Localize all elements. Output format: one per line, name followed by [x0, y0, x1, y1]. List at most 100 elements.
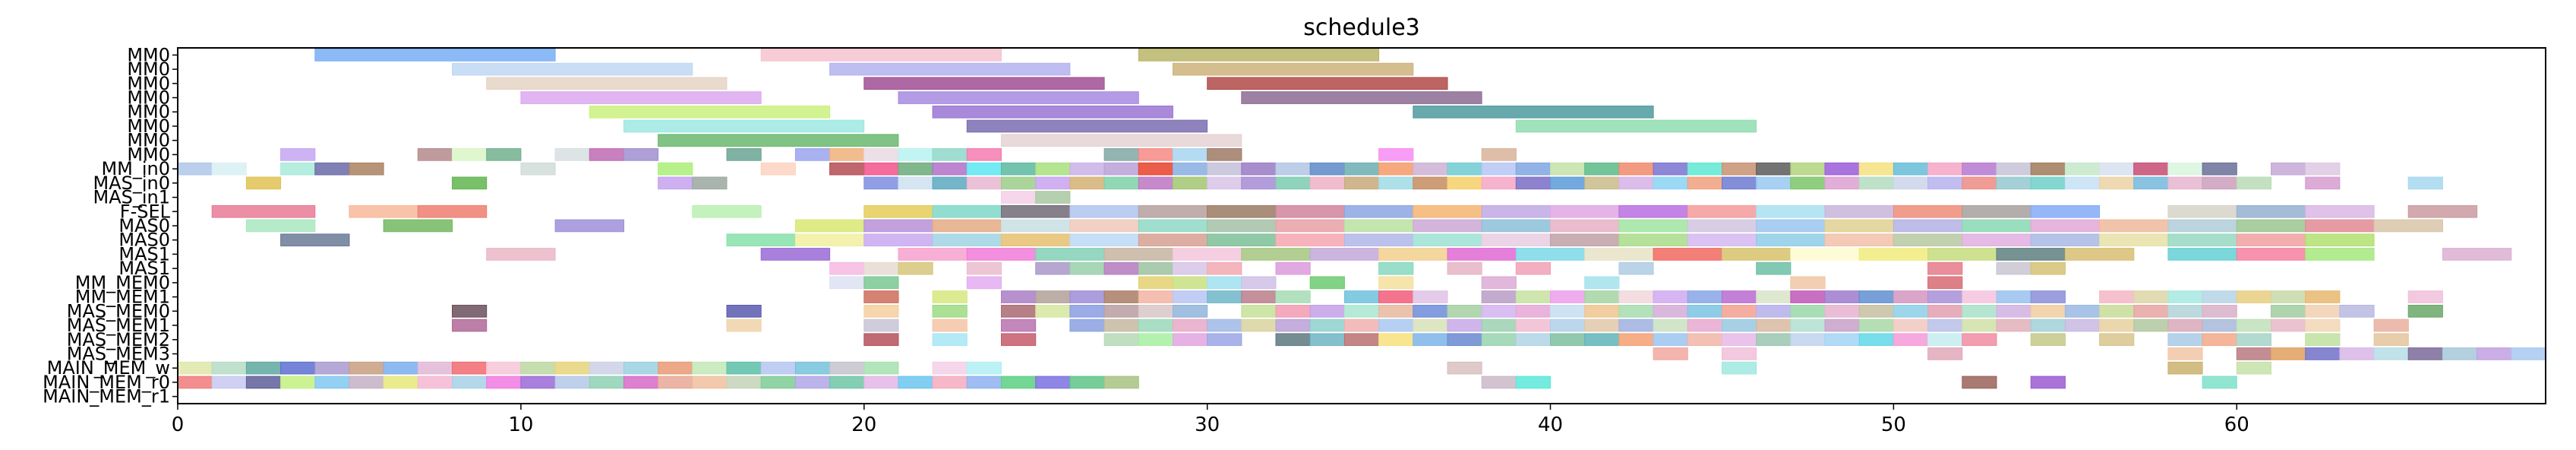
task-bar	[1481, 176, 1517, 190]
task-bar	[1858, 318, 1894, 332]
y-tick-label: MM0	[127, 87, 170, 109]
task-bar	[2030, 305, 2066, 318]
task-bar	[932, 233, 1002, 247]
task-bar	[2271, 305, 2306, 318]
task-bar	[2202, 376, 2237, 389]
task-bar	[1343, 162, 1380, 176]
task-bar	[1962, 318, 1997, 332]
task-bar	[1653, 176, 1688, 190]
task-bar	[1584, 162, 1620, 176]
task-bar	[1893, 219, 1963, 233]
y-tick-label: MAS0	[118, 215, 170, 236]
task-bar	[1858, 290, 1894, 303]
task-bar	[1413, 162, 1448, 176]
task-bar	[1618, 305, 1654, 318]
task-bar	[2477, 347, 2512, 360]
task-bar	[863, 276, 899, 290]
task-bar	[1722, 176, 1757, 190]
task-bar	[1378, 248, 1448, 261]
task-bar	[280, 148, 316, 161]
task-bar	[898, 176, 933, 190]
task-bar	[2030, 261, 2066, 275]
task-bar	[1173, 62, 1414, 76]
task-bar	[1687, 219, 1757, 233]
task-bar	[760, 49, 1002, 62]
task-bar	[966, 162, 1002, 176]
task-bar	[1207, 77, 1448, 90]
y-tick-label: MAS_MEM1	[67, 315, 170, 336]
task-bar	[1515, 162, 1552, 176]
task-bar	[932, 333, 968, 347]
task-bar	[1722, 162, 1757, 176]
x-tick-label: 40	[1538, 414, 1563, 436]
task-bar	[2236, 176, 2272, 190]
task-bar	[1515, 290, 1552, 303]
task-bar	[726, 305, 762, 318]
task-bar	[1378, 290, 1414, 303]
task-bar	[1378, 261, 1414, 275]
y-tick-label: MM_MEM0	[75, 272, 170, 293]
task-bar	[932, 305, 968, 318]
task-bar	[2271, 162, 2306, 176]
task-bar	[1927, 333, 1963, 347]
task-bar	[1241, 290, 1277, 303]
task-bar	[1343, 219, 1414, 233]
task-bar	[1481, 305, 1517, 318]
task-bar	[1343, 290, 1380, 303]
task-bar	[829, 148, 865, 161]
task-bar	[2236, 219, 2306, 233]
task-bar	[1927, 162, 1963, 176]
task-bar	[452, 148, 488, 161]
task-bar	[1309, 318, 1345, 332]
task-bar	[966, 176, 1002, 190]
task-bar	[829, 261, 865, 275]
task-bar	[1378, 318, 1414, 332]
task-bar	[2133, 318, 2169, 332]
task-bar	[2305, 248, 2375, 261]
task-bar	[486, 148, 522, 161]
task-bar	[1756, 204, 1826, 218]
task-bar	[2099, 176, 2135, 190]
task-bar	[2030, 318, 2066, 332]
task-bar	[1447, 162, 1482, 176]
task-bar	[1722, 318, 1757, 332]
task-bar	[1343, 305, 1380, 318]
task-bar	[1618, 290, 1654, 303]
task-bar	[1413, 233, 1482, 247]
y-tick-label: MAS1	[118, 243, 170, 265]
task-bar	[1790, 162, 1826, 176]
task-bar	[898, 91, 1139, 104]
y-tick-label: MM0	[127, 144, 170, 165]
task-bar	[1893, 333, 1929, 347]
task-bar	[245, 361, 282, 375]
task-bar	[1001, 376, 1037, 389]
task-bar	[2167, 219, 2237, 233]
task-bar	[1824, 204, 1894, 218]
task-bar	[1962, 204, 2031, 218]
y-tick-label: MM0	[127, 116, 170, 137]
task-bar	[349, 204, 418, 218]
task-bar	[1653, 318, 1688, 332]
task-bar	[1241, 248, 1311, 261]
task-bar	[314, 49, 556, 62]
task-bar	[1790, 290, 1826, 303]
task-bar	[1790, 333, 1826, 347]
task-bar	[2064, 162, 2101, 176]
task-bar	[1001, 191, 1037, 204]
task-bar	[1138, 290, 1174, 303]
task-bar	[1207, 219, 1277, 233]
y-tick-label: MAS_MEM0	[67, 300, 170, 322]
task-bar	[1687, 333, 1723, 347]
task-bar	[692, 176, 728, 190]
task-bar	[280, 162, 316, 176]
task-bar	[829, 276, 865, 290]
task-bar	[280, 233, 350, 247]
task-bar	[349, 162, 384, 176]
task-bar	[1207, 204, 1277, 218]
task-bar	[1069, 219, 1139, 233]
task-bar	[1858, 248, 1929, 261]
task-bar	[863, 176, 899, 190]
task-bar	[1722, 333, 1757, 347]
task-bar	[1515, 318, 1552, 332]
task-bar	[1858, 176, 1894, 190]
